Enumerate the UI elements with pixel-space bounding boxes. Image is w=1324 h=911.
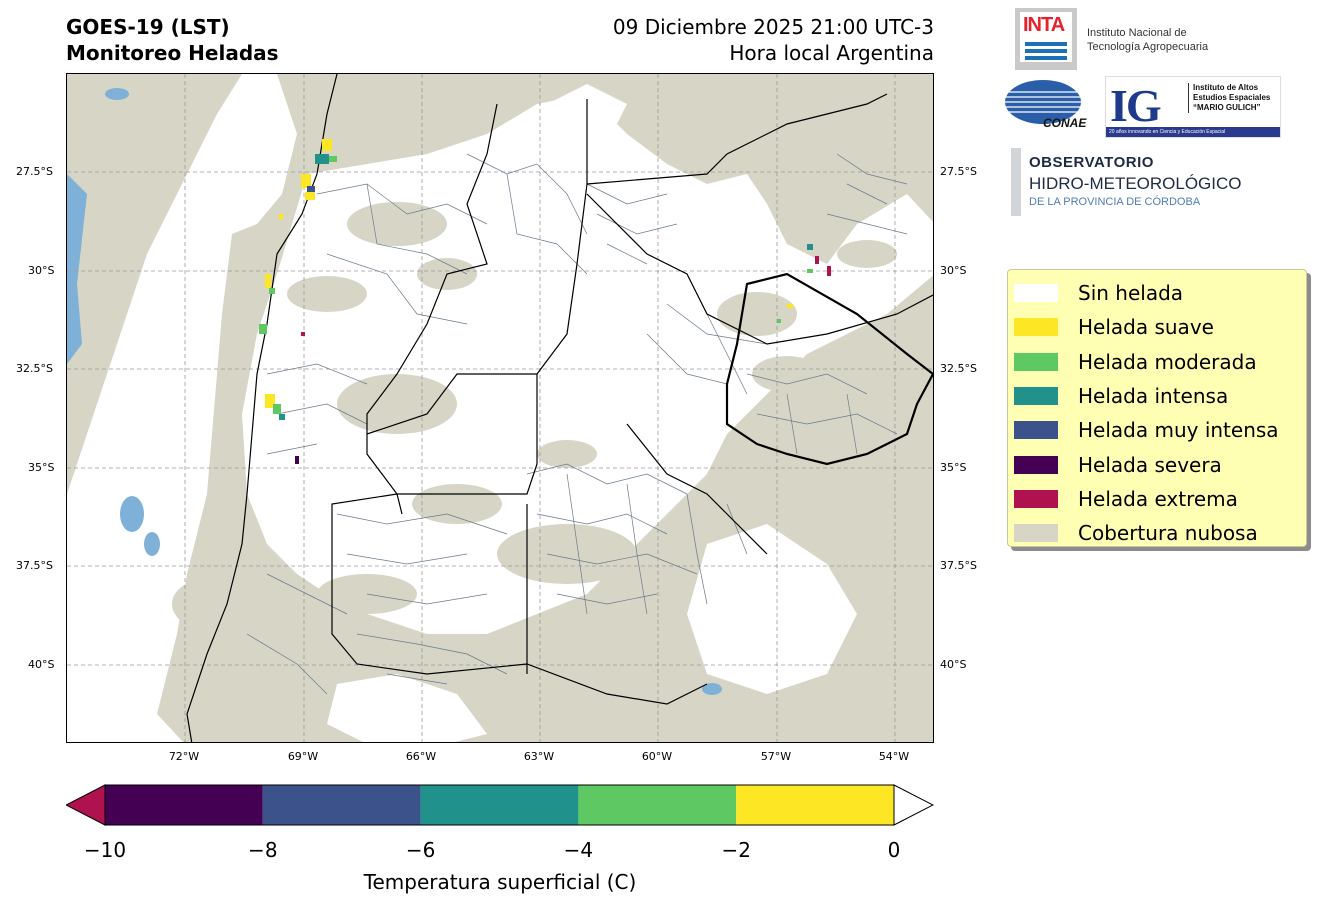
colorbar-tick-label: −10	[83, 838, 127, 862]
conae-logo	[1005, 80, 1081, 124]
clear-sky-regions	[67, 74, 933, 742]
highlight-province-boundary	[725, 272, 933, 466]
legend-swatch	[1014, 524, 1058, 543]
logo-area: INTA Instituto Nacional de Tecnología Ag…	[1005, 6, 1305, 226]
observatorio-logo-bar	[1011, 148, 1021, 216]
datetime-line: 09 Diciembre 2025 21:00 UTC-3	[612, 15, 934, 39]
legend: Sin helada Helada suave Helada moderada …	[1007, 269, 1307, 547]
observatorio-line-3: DE LA PROVINCIA DE CÓRDOBA	[1029, 196, 1201, 208]
colorbar-segment	[105, 785, 263, 825]
lat-tick-label: 35°S	[940, 461, 967, 474]
legend-label: Helada suave	[1078, 315, 1214, 340]
lon-tick-label: 54°W	[878, 750, 910, 763]
inta-logo: INTA	[1015, 8, 1077, 70]
frost-pixels	[259, 139, 831, 464]
lon-tick-label: 60°W	[641, 750, 673, 763]
cloud-patches	[172, 202, 897, 634]
legend-label: Cobertura nubosa	[1078, 521, 1258, 546]
legend-swatch	[1014, 318, 1058, 337]
department-boundaries	[246, 153, 908, 695]
map-svg	[67, 74, 933, 742]
lon-tick-label: 69°W	[287, 750, 319, 763]
legend-item: Cobertura nubosa	[1014, 516, 1306, 550]
colorbar-tick-label: 0	[887, 838, 901, 862]
lon-tick-label: 66°W	[405, 750, 437, 763]
colorbar-segment	[420, 785, 579, 825]
ig-wordmark: IG	[1110, 80, 1162, 131]
colorbar-label: Temperatura superficial (C)	[363, 870, 637, 894]
colorbar-segment	[736, 785, 894, 825]
colorbar-segment	[262, 785, 421, 825]
colorbar	[66, 784, 934, 826]
colorbar-over-arrow	[893, 784, 934, 826]
legend-label: Helada extrema	[1078, 486, 1238, 511]
legend-item: Sin helada	[1014, 276, 1306, 310]
legend-label: Sin helada	[1078, 281, 1184, 306]
legend-swatch	[1014, 455, 1058, 474]
observatorio-line-1: OBSERVATORIO	[1029, 154, 1154, 171]
province-boundaries	[186, 74, 933, 742]
title-line-1: GOES-19 (LST)	[66, 15, 230, 39]
timezone-line: Hora local Argentina	[729, 41, 934, 65]
lat-tick-label: 30°S	[28, 264, 55, 277]
map-canvas[interactable]	[66, 73, 934, 743]
lat-tick-label: 27.5°S	[940, 165, 977, 178]
legend-item: Helada muy intensa	[1014, 413, 1306, 447]
lon-tick-label: 63°W	[523, 750, 555, 763]
lon-tick-label: 57°W	[760, 750, 792, 763]
graticule	[67, 74, 933, 742]
lat-tick-label: 27.5°S	[16, 165, 53, 178]
lat-tick-label: 40°S	[940, 658, 967, 671]
legend-label: Helada muy intensa	[1078, 418, 1279, 443]
ig-logo: IG Instituto de Altos Estudios Espaciale…	[1105, 76, 1281, 138]
conae-wordmark: CONAE	[1043, 116, 1087, 130]
lat-tick-label: 37.5°S	[16, 559, 53, 572]
legend-item: Helada suave	[1014, 310, 1306, 344]
legend-item: Helada severa	[1014, 447, 1306, 481]
observatorio-line-2: HIDRO-METEOROLÓGICO	[1029, 174, 1242, 193]
lat-tick-label: 30°S	[940, 264, 967, 277]
colorbar-tick-label: −8	[248, 838, 278, 862]
colorbar-segments	[105, 785, 894, 825]
colorbar-outline	[104, 784, 895, 826]
legend-swatch	[1014, 489, 1058, 508]
lat-tick-label: 32.5°S	[940, 362, 977, 375]
lat-tick-label: 35°S	[28, 461, 55, 474]
legend-label: Helada intensa	[1078, 384, 1229, 409]
water-bodies	[67, 88, 722, 695]
inta-caption: Instituto Nacional de Tecnología Agropec…	[1087, 27, 1209, 53]
lat-tick-label: 40°S	[28, 658, 55, 671]
legend-swatch	[1014, 352, 1058, 371]
map-title: GOES-19 (LST) Monitoreo Heladas	[66, 14, 279, 66]
lat-tick-label: 37.5°S	[940, 559, 977, 572]
inta-wordmark: INTA	[1023, 14, 1065, 36]
colorbar-tick-label: −2	[721, 838, 751, 862]
legend-label: Helada severa	[1078, 452, 1222, 477]
colorbar-under-arrow	[66, 784, 106, 826]
colorbar-segment	[578, 785, 737, 825]
legend-swatch	[1014, 284, 1058, 303]
colorbar-tick-label: −6	[405, 838, 436, 862]
legend-swatch	[1014, 421, 1058, 440]
colorbar-tick-label: −4	[563, 838, 594, 862]
legend-item: Helada moderada	[1014, 345, 1306, 379]
legend-item: Helada intensa	[1014, 379, 1306, 413]
legend-item: Helada extrema	[1014, 482, 1306, 516]
legend-swatch	[1014, 387, 1058, 406]
title-line-2: Monitoreo Heladas	[66, 41, 279, 65]
lat-tick-label: 32.5°S	[16, 362, 53, 375]
map-datetime: 09 Diciembre 2025 21:00 UTC-3 Hora local…	[613, 14, 934, 66]
lon-tick-label: 72°W	[168, 750, 200, 763]
legend-label: Helada moderada	[1078, 349, 1257, 374]
